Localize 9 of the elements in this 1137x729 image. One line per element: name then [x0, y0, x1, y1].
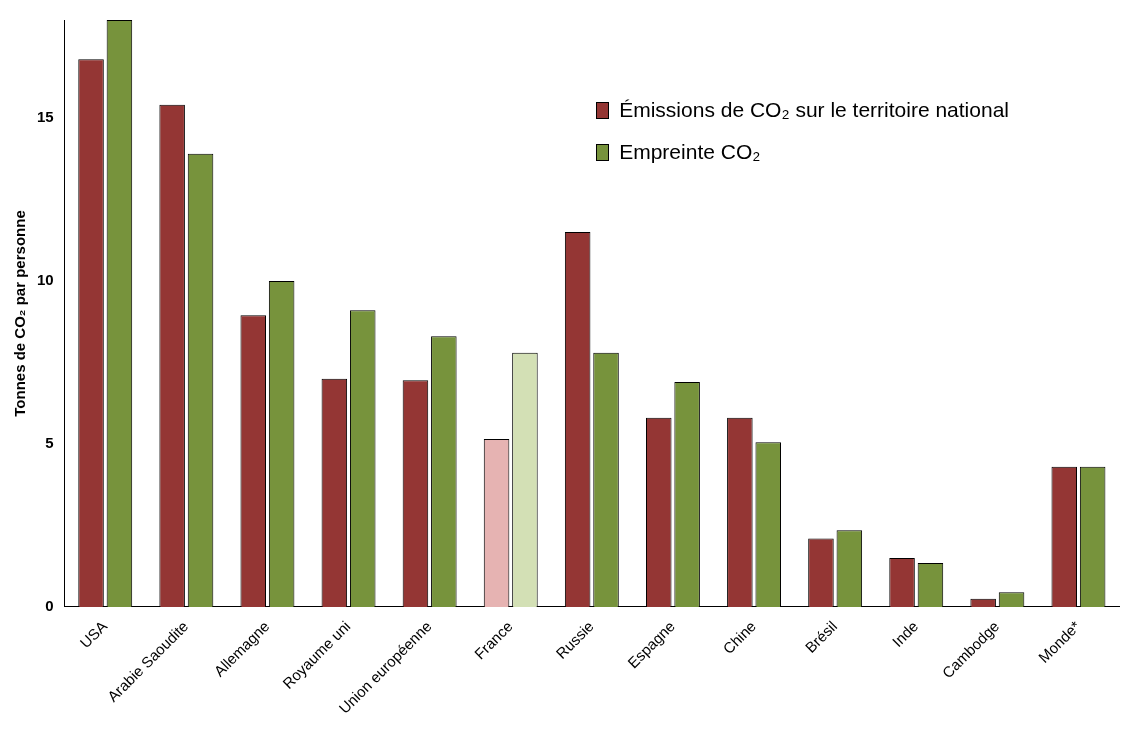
y-tick-label: 5 — [45, 434, 54, 452]
y-tick-label: 15 — [37, 107, 54, 125]
x-tick-label: USA — [76, 617, 111, 652]
y-tick-label: 10 — [37, 271, 54, 289]
legend-label: Émissions de CO₂ sur le territoire national — [619, 98, 1009, 122]
y-axis-title: Tonnes de CO₂ par personne — [11, 210, 29, 417]
y-tick-label: 0 — [45, 597, 54, 615]
legend-label: Empreinte CO₂ — [619, 140, 761, 164]
x-tick-label: Inde — [888, 617, 922, 651]
